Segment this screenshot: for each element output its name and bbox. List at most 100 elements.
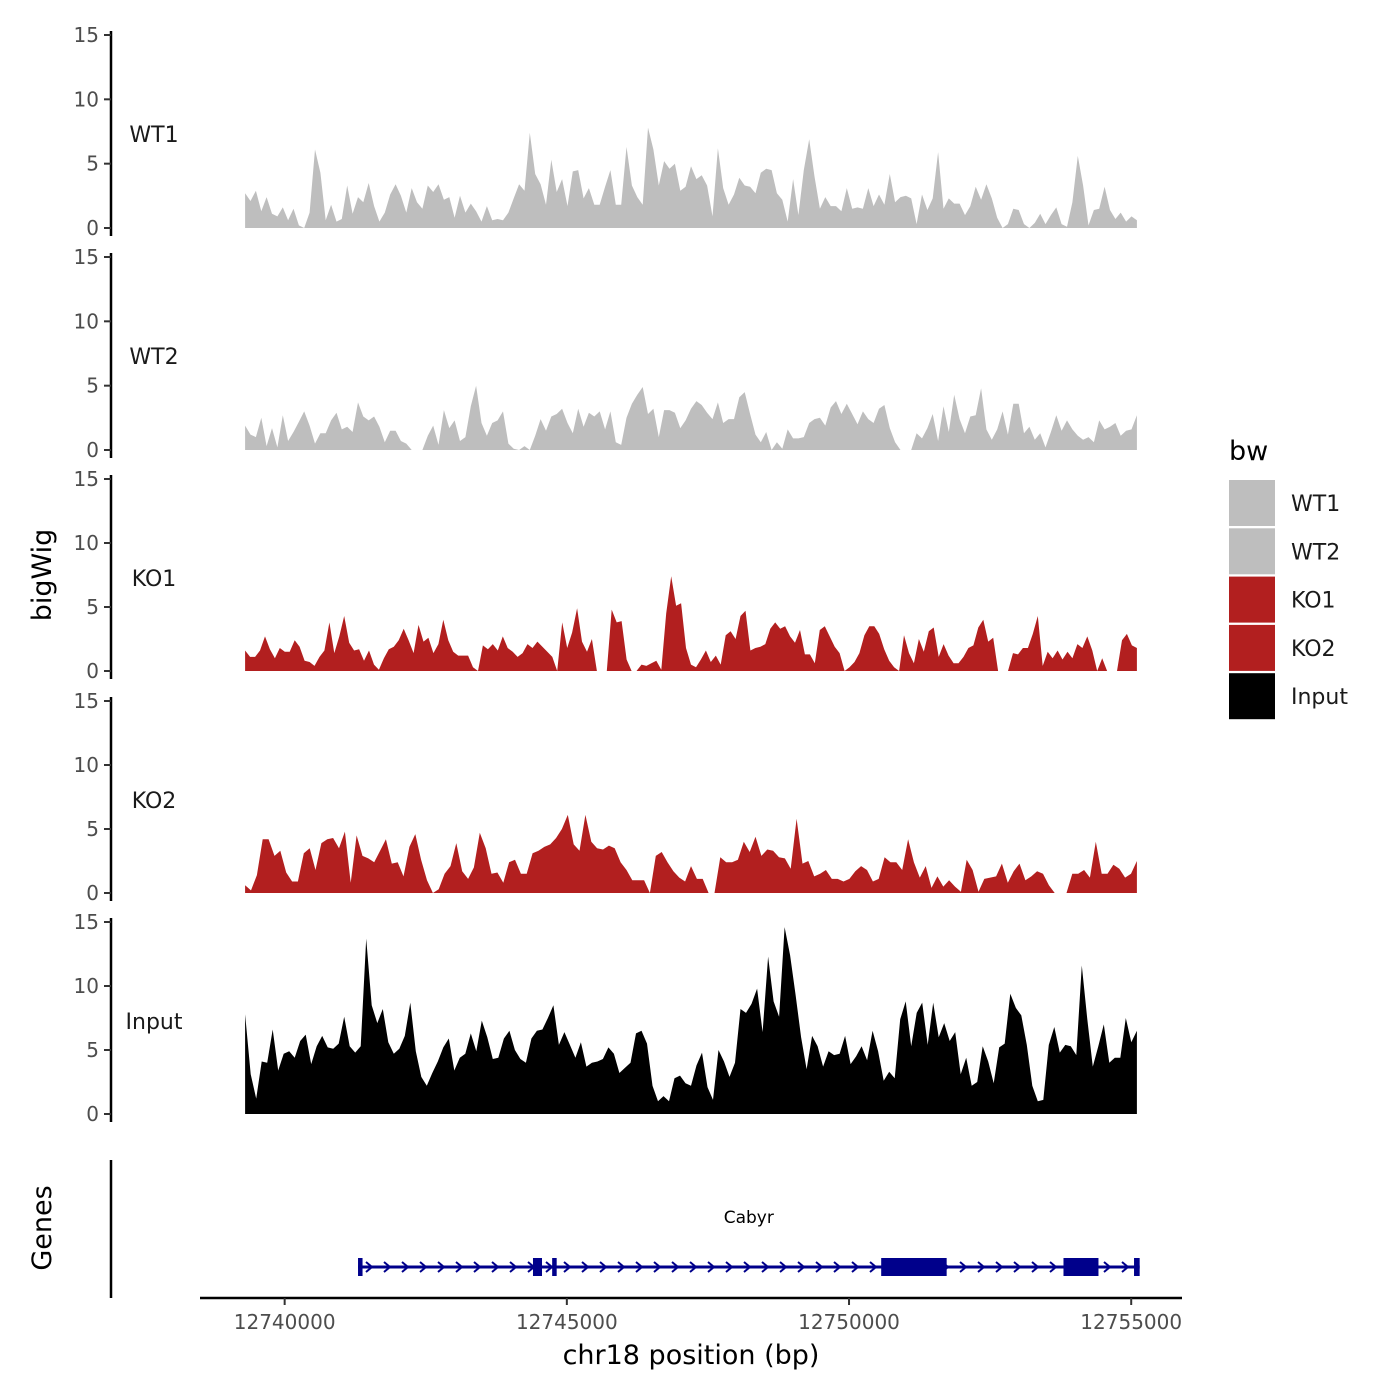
gene-strand-arrow [599,1261,608,1273]
x-tick-label: 12740000 [234,1310,336,1334]
legend-label-wt1: WT1 [1291,492,1340,517]
gene-strand-arrow [455,1261,464,1273]
y-tick-label: 0 [86,216,99,240]
gene-strand-arrow [635,1261,644,1273]
gene-exon [552,1258,557,1276]
track-wt1: 0 5 10 15 WT1 [74,23,1137,240]
gene-strand-arrow [851,1261,860,1273]
gene-strand-arrow [743,1261,752,1273]
legend-title: bw [1229,436,1268,467]
y-tick-label: 15 [74,245,99,269]
y-tick-label: 10 [74,309,99,333]
gene-strand-arrow [779,1261,788,1273]
track-label-input: Input [126,1010,183,1035]
legend-label-ko2: KO2 [1291,637,1336,662]
x-tick-label: 12755000 [1080,1310,1182,1334]
legend-label-ko1: KO1 [1291,589,1336,614]
y-tick-label: 10 [74,531,99,555]
x-tick-label: 12750000 [798,1310,900,1334]
legend-swatch-wt1 [1229,480,1275,526]
gene-strand-arrow [383,1261,392,1273]
x-axis-title: chr18 position (bp) [563,1340,820,1371]
y-tick-label: 0 [86,659,99,683]
gene-strand-arrow [1013,1261,1022,1273]
gene-strand-arrow [1121,1261,1130,1273]
track-label-wt2: WT2 [129,345,178,370]
gene-strand-arrow [509,1261,518,1273]
y-tick-label: 10 [74,974,99,998]
gene-strand-arrow [815,1261,824,1273]
y-tick-label: 0 [86,1102,99,1126]
genes-panel: Genes Cabyr [27,1160,1140,1298]
legend-label-wt2: WT2 [1291,540,1340,565]
legend-swatch-ko2 [1229,624,1275,671]
y-tick-label: 10 [74,87,99,111]
genes-axis-title: Genes [27,1185,58,1270]
gene-model [358,1258,1140,1276]
signal-area-wt2 [245,385,1137,450]
track-label-wt1: WT1 [129,123,178,148]
gene-strand-arrow [671,1261,680,1273]
gene-strand-arrow [959,1261,968,1273]
y-tick-label: 5 [86,152,99,176]
legend-swatch-wt2 [1229,528,1275,575]
signal-area-ko2 [245,814,1137,893]
gene-strand-arrow [1031,1261,1040,1273]
gene-strand-arrow [617,1261,626,1273]
gene-strand-arrow [869,1261,878,1273]
signal-tracks: 0 5 10 15 WT1 0 5 10 15 WT2 0 5 10 15 KO1 0 5 10 15 KO2 0 5 10… [74,23,1137,1126]
gene-strand-arrow [365,1261,374,1273]
y-tick-label: 5 [86,374,99,398]
gene-strand-arrow [761,1261,770,1273]
track-label-ko1: KO1 [132,567,177,592]
y-tick-label: 5 [86,1038,99,1062]
legend-swatch-ko1 [1229,576,1275,623]
gene-strand-arrow [797,1261,806,1273]
gene-strand-arrow [419,1261,428,1273]
y-tick-label: 15 [74,910,99,934]
y-tick-label: 15 [74,467,99,491]
gene-strand-arrow [977,1261,986,1273]
gene-exon [1063,1258,1099,1276]
legend-swatch-input [1229,673,1275,720]
gene-strand-arrow [689,1261,698,1273]
legend: bw WT1 WT2 KO1 KO2 Input [1229,436,1348,720]
signal-area-wt1 [245,127,1137,228]
signal-area-ko1 [245,576,1137,671]
track-input: 0 5 10 15 Input [74,910,1137,1126]
gene-strand-arrow [995,1261,1004,1273]
x-axis: 12740000 12745000 12750000 12755000 [200,1296,1182,1334]
gene-strand-arrow [473,1261,482,1273]
gene-exon [881,1258,947,1276]
gene-strand-arrow [491,1261,500,1273]
gene-strand-arrow [1049,1261,1058,1273]
gene-strand-arrow [707,1261,716,1273]
track-wt2: 0 5 10 15 WT2 [74,245,1137,462]
track-ko1: 0 5 10 15 KO1 [74,467,1137,683]
y-tick-label: 5 [86,817,99,841]
gene-strand-arrow [545,1261,554,1273]
gene-exon [358,1258,363,1276]
gene-exon [1134,1258,1140,1276]
gene-strand-arrow [563,1261,572,1273]
y-tick-label: 15 [74,23,99,47]
y-axis-title: bigWig [27,529,58,622]
y-tick-label: 15 [74,689,99,713]
gene-strand-arrow [833,1261,842,1273]
y-tick-label: 5 [86,595,99,619]
track-ko2: 0 5 10 15 KO2 [74,689,1137,905]
y-tick-label: 10 [74,753,99,777]
y-tick-label: 0 [86,881,99,905]
legend-items: WT1 WT2 KO1 KO2 Input [1229,480,1348,720]
gene-exon [532,1258,543,1276]
legend-label-input: Input [1291,685,1348,710]
y-tick-label: 0 [86,438,99,462]
gene-strand-arrow [725,1261,734,1273]
gene-strand-arrow [653,1261,662,1273]
track-label-ko2: KO2 [132,789,177,814]
x-tick-label: 12745000 [516,1310,618,1334]
gene-label-cabyr: Cabyr [724,1208,774,1228]
signal-area-input [245,927,1137,1114]
gene-strand-arrow [581,1261,590,1273]
